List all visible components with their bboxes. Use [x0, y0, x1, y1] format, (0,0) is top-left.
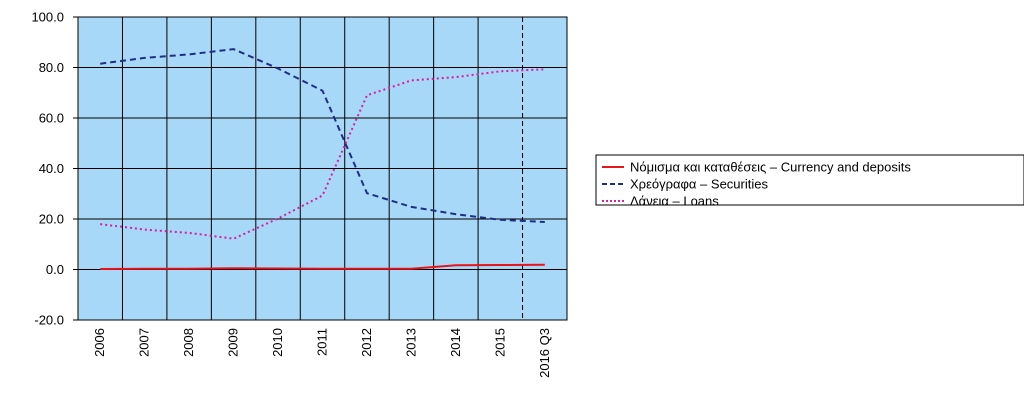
y-tick-label: -20.0 [34, 313, 64, 328]
series-line [100, 263, 545, 270]
legend-label: Νόμισμα και καταθέσεις – Currency and de… [630, 160, 911, 175]
y-tick-label: 20.0 [39, 212, 64, 227]
y-tick-label: 0.0 [46, 262, 64, 277]
legend-label: Δάνεια – Loans [630, 194, 719, 209]
legend-label: Χρεόγραφα – Securities [630, 177, 768, 192]
x-tick-label: 2007 [137, 328, 152, 357]
x-tick-label: 2011 [315, 328, 330, 356]
y-tick-label: 100.0 [31, 10, 64, 25]
y-tick-label: 60.0 [39, 111, 64, 126]
x-tick-label: 2013 [403, 328, 418, 357]
x-tick-label: 2009 [226, 328, 241, 357]
x-tick-label: 2014 [448, 328, 463, 357]
legend-box [595, 154, 1024, 206]
x-tick-label: 2010 [270, 328, 285, 357]
y-tick-label: 80.0 [39, 60, 64, 75]
x-tick-label: 2008 [181, 328, 196, 357]
x-tick-label: 2015 [492, 328, 507, 357]
x-tick-label: 2012 [359, 328, 374, 357]
x-tick-label: 2006 [92, 328, 107, 357]
y-tick-label: 40.0 [39, 161, 64, 176]
x-tick-label: 2016 Q3 [537, 328, 552, 378]
series-line [100, 48, 545, 223]
